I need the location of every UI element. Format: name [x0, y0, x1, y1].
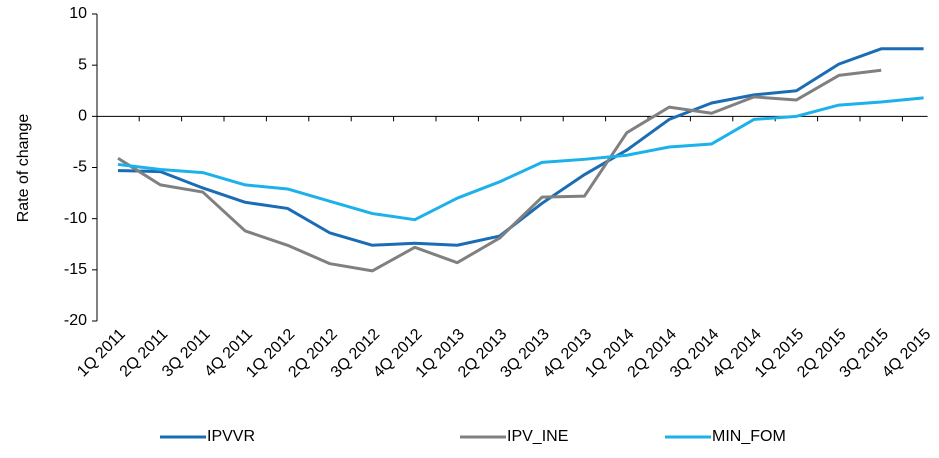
y-tick-label: 5	[78, 56, 87, 73]
y-tick-label: -5	[73, 159, 87, 176]
series-line	[117, 96, 924, 222]
y-tick-label: -10	[64, 210, 87, 227]
legend-label: IPV_INE	[507, 428, 568, 445]
y-axis-label: Rate of change	[15, 114, 32, 223]
legend-label: IPVVR	[207, 428, 255, 445]
y-tick-label: 0	[78, 108, 87, 125]
y-tick-label: -20	[64, 312, 87, 329]
y-tick-label: 10	[69, 5, 87, 22]
series-line	[117, 68, 882, 273]
legend-label: MIN_FOM	[712, 428, 786, 445]
y-tick-label: -15	[64, 261, 87, 278]
